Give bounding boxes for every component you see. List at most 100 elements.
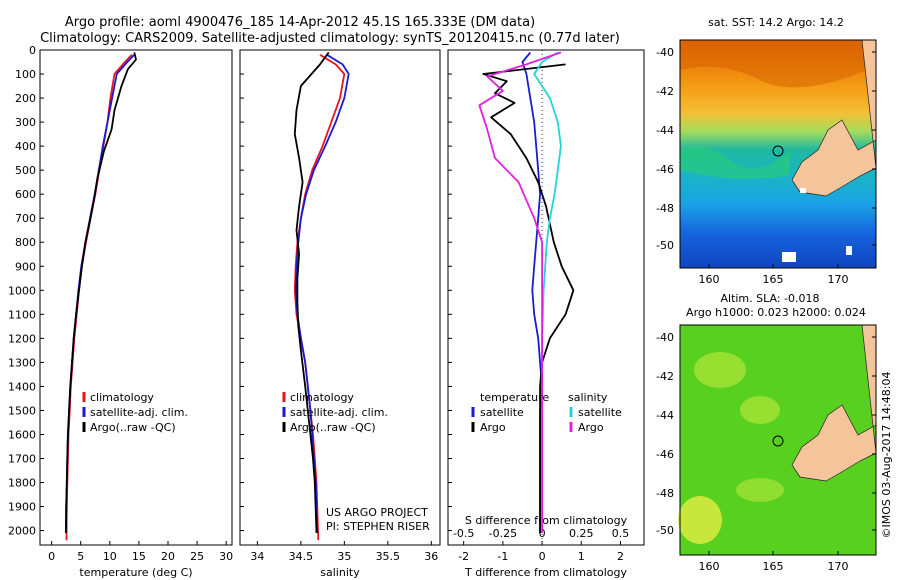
legend-label: climatology [290,391,354,404]
x-tick-label: 34.5 [289,550,314,563]
y-tick-label: 800 [15,236,36,249]
sla-map-title-2: Argo h1000: 0.023 h2000: 0.024 [686,306,866,319]
y-tick-label: 1800 [8,477,36,490]
lat-tick-label: -44 [656,409,674,422]
sla-map-title-1: Altim. SLA: -0.018 [720,292,819,305]
title-line-2: Climatology: CARS2009. Satellite-adjuste… [40,31,620,46]
series-line [65,54,135,534]
lat-tick-label: -48 [656,487,674,500]
legend-label: climatology [90,391,154,404]
y-tick-label: 300 [15,116,36,129]
y-tick-label: 0 [29,44,36,57]
y-tick-label: 1700 [8,452,36,465]
y-tick-label: 1200 [8,332,36,345]
title-line-1: Argo profile: aoml 4900476_185 14-Apr-20… [65,15,535,30]
series-line [521,51,543,533]
legend-group-title: temperature [480,391,549,404]
lon-tick-label: 170 [828,273,849,286]
sst-nodata [846,246,852,255]
project-annotation: PI: STEPHEN RISER [326,520,430,533]
lon-tick-label: 160 [699,560,720,573]
series-line [533,51,562,533]
lon-tick-label: 170 [828,560,849,573]
y-tick-label: 200 [15,92,36,105]
credit-text: ©IMOS 03-Aug-2017 14:48:04 [880,372,893,539]
top-x-tick-label: 0.5 [612,527,630,540]
argo-location-marker [772,145,784,157]
top-x-tick-label: 0.25 [569,527,594,540]
plot-frame [447,49,645,546]
series-line [65,54,133,541]
sst-land [791,39,877,197]
series-line [65,52,137,534]
y-tick-label: 1900 [8,501,36,514]
project-annotation: US ARGO PROJECT [326,506,428,519]
legend-label: satellite [578,406,622,419]
series-line [294,54,350,534]
lon-tick-label: 165 [763,273,784,286]
lat-tick-label: -42 [656,85,674,98]
top-x-axis-label: S difference from climatology [465,514,628,527]
y-tick-label: 500 [15,164,36,177]
x-tick-label: -1 [497,550,508,563]
lat-tick-label: -46 [656,448,674,461]
lat-tick-label: -50 [656,239,674,252]
x-tick-label: 0 [48,550,55,563]
sst-map-title: sat. SST: 14.2 Argo: 14.2 [708,16,844,29]
x-tick-label: 35 [337,550,351,563]
lat-tick-label: -46 [656,163,674,176]
x-tick-label: 5 [77,550,84,563]
lat-tick-label: -40 [656,46,674,59]
x-axis-label: temperature (deg C) [79,566,192,579]
legend-label: Argo(..raw -QC) [90,421,176,434]
lat-tick-label: -50 [656,524,674,537]
salinity-panel: 34 34.5 35 35.5 36 salinity climatology satelli… [239,49,441,579]
legend-label: Argo(..raw -QC) [290,421,376,434]
top-x-tick-label: -0.25 [489,527,517,540]
x-tick-label: 30 [219,550,233,563]
lat-tick-label: -44 [656,124,674,137]
sst-nodata [782,252,796,262]
y-tick-label: 1300 [8,356,36,369]
y-tick-label: 1000 [8,284,36,297]
series-line [478,51,562,533]
y-tick-label: 1600 [8,428,36,441]
y-tick-label: 100 [15,68,36,81]
y-tick-label: 1400 [8,380,36,393]
temperature-panel: 0100200300400500600700800900100011001200… [8,44,233,579]
x-tick-label: 15 [132,550,146,563]
x-tick-label: -2 [458,550,469,563]
x-tick-label: 10 [103,550,117,563]
top-x-tick-label: 0 [539,527,546,540]
sst-nodata [800,188,806,193]
difference-panel: -2 -1 0 1 2 T difference from climatology -0.5… [447,49,645,579]
legend-label: satellite-adj. clim. [90,406,188,419]
sst-green-patch [680,146,790,179]
sla-patch [678,496,722,544]
y-tick-label: 700 [15,212,36,225]
x-tick-label: 36 [424,550,438,563]
lon-tick-label: 160 [699,273,720,286]
lat-tick-label: -40 [656,331,674,344]
plot-frame [39,49,233,546]
top-x-tick-label: -0.5 [453,527,474,540]
x-tick-label: 25 [190,550,204,563]
series-line [293,51,330,534]
sla-map-axes: -40 -42 -44 -46 -48 -50 160 165 170 [656,331,876,573]
sst-map-frame [679,39,877,269]
sla-patch [694,352,746,388]
sst-warm-patch [680,40,876,88]
x-axis-label: salinity [320,566,360,579]
sst-map: sat. SST: 14.2 Argo: 14.2 -40-42-44-46-4… [656,16,877,286]
y-tick-label: 900 [15,260,36,273]
x-tick-label: 0 [539,550,546,563]
legend-label: Argo [578,421,604,434]
sla-patch [740,396,780,424]
legend-label: Argo [480,421,506,434]
x-tick-label: 20 [161,550,175,563]
sla-map-frame [679,324,877,556]
y-tick-label: 600 [15,188,36,201]
y-tick-label: 1100 [8,308,36,321]
legend-label: satellite-adj. clim. [290,406,388,419]
